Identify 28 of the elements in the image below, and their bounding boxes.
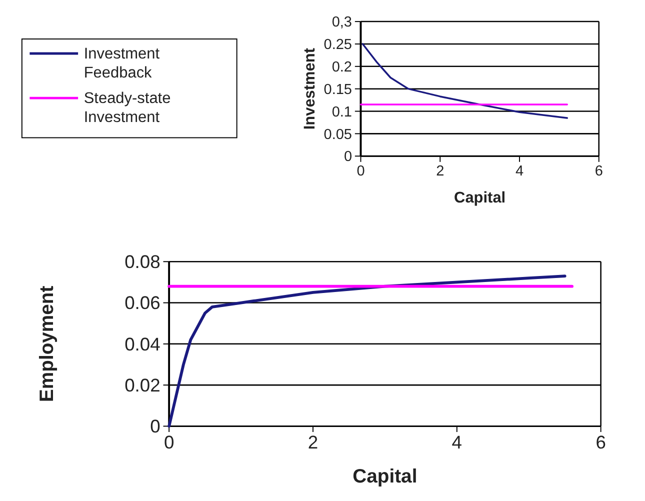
x-tick-label: 0: [164, 432, 174, 453]
y-tick-label: 0: [150, 416, 160, 437]
y-tick-label: 0.02: [124, 374, 160, 396]
legend-label: Investment Feedback: [84, 45, 160, 82]
line-series: [362, 43, 568, 119]
y-tick-label: 0.04: [124, 333, 160, 354]
y-tick-label: 0.2: [332, 59, 352, 76]
x-axis-title: Capital: [454, 190, 506, 207]
x-axis-title: Capital: [352, 465, 418, 488]
y-tick-label: 0.25: [324, 37, 352, 54]
legend-label: Steady-state Investment: [84, 90, 171, 126]
y-tick-label: 0: [344, 149, 352, 166]
y-tick-label: 0.06: [124, 292, 160, 314]
x-tick-label: 2: [436, 163, 444, 180]
line-series: [168, 274, 566, 428]
x-tick-label: 4: [452, 432, 462, 453]
x-tick-label: 2: [308, 432, 318, 453]
x-tick-label: 6: [594, 163, 603, 180]
y-axis-title: Investment: [301, 48, 318, 130]
x-tick-label: 6: [596, 432, 606, 453]
x-tick-label: 4: [515, 163, 524, 180]
y-tick-label: 0,3: [332, 14, 352, 31]
x-tick-label: 0: [356, 163, 365, 180]
y-axis-title: Employment: [36, 285, 58, 402]
y-tick-label: 0.1: [332, 104, 352, 120]
y-tick-label: 0.05: [324, 126, 352, 143]
y-tick-label: 0.15: [324, 82, 352, 98]
y-tick-label: 0.08: [124, 251, 160, 272]
